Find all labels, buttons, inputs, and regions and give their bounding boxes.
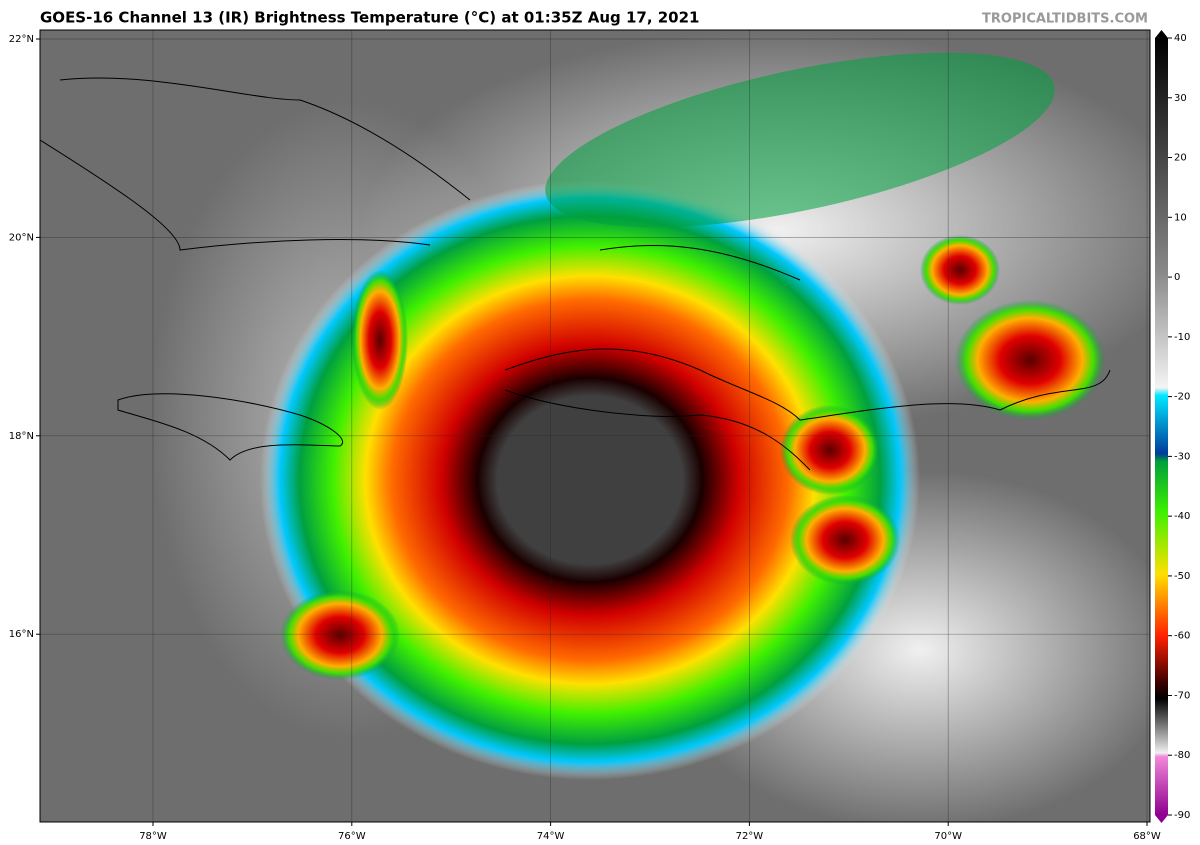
colorbar-label: -20 <box>1174 392 1190 403</box>
lon-label: 76°W <box>338 831 366 842</box>
colorbar-label: 30 <box>1174 93 1187 104</box>
lon-label: 78°W <box>139 831 167 842</box>
colorbar-label: -40 <box>1174 511 1190 522</box>
colorbar <box>1155 38 1168 815</box>
colorbar-arrow <box>1155 815 1168 823</box>
colorbar-label: 0 <box>1174 272 1180 283</box>
colorbar-label: 20 <box>1174 153 1187 164</box>
credit: TROPICALTIDBITS.COM <box>982 12 1148 27</box>
colorbar-label: -60 <box>1174 631 1190 642</box>
title: GOES-16 Channel 13 (IR) Brightness Tempe… <box>40 9 700 27</box>
lat-label: 20°N <box>9 232 34 243</box>
lat-label: 22°N <box>9 34 34 45</box>
map-image <box>40 30 1150 822</box>
lon-label: 70°W <box>934 831 962 842</box>
colorbar-label: 40 <box>1174 33 1187 44</box>
colorbar-label: -50 <box>1174 571 1190 582</box>
colorbar-label: -90 <box>1174 810 1190 821</box>
map-frame <box>39 29 1151 823</box>
colorbar-label: -70 <box>1174 690 1190 701</box>
colorbar-label: -30 <box>1174 451 1190 462</box>
colorbar-label: -80 <box>1174 750 1190 761</box>
lon-label: 68°W <box>1133 831 1161 842</box>
colorbar-arrow <box>1155 30 1168 38</box>
colorbar-label: 10 <box>1174 212 1187 223</box>
lat-label: 16°N <box>9 629 34 640</box>
colorbar-label: -10 <box>1174 332 1190 343</box>
lon-label: 72°W <box>736 831 764 842</box>
lat-label: 18°N <box>9 431 34 442</box>
lon-label: 74°W <box>537 831 565 842</box>
